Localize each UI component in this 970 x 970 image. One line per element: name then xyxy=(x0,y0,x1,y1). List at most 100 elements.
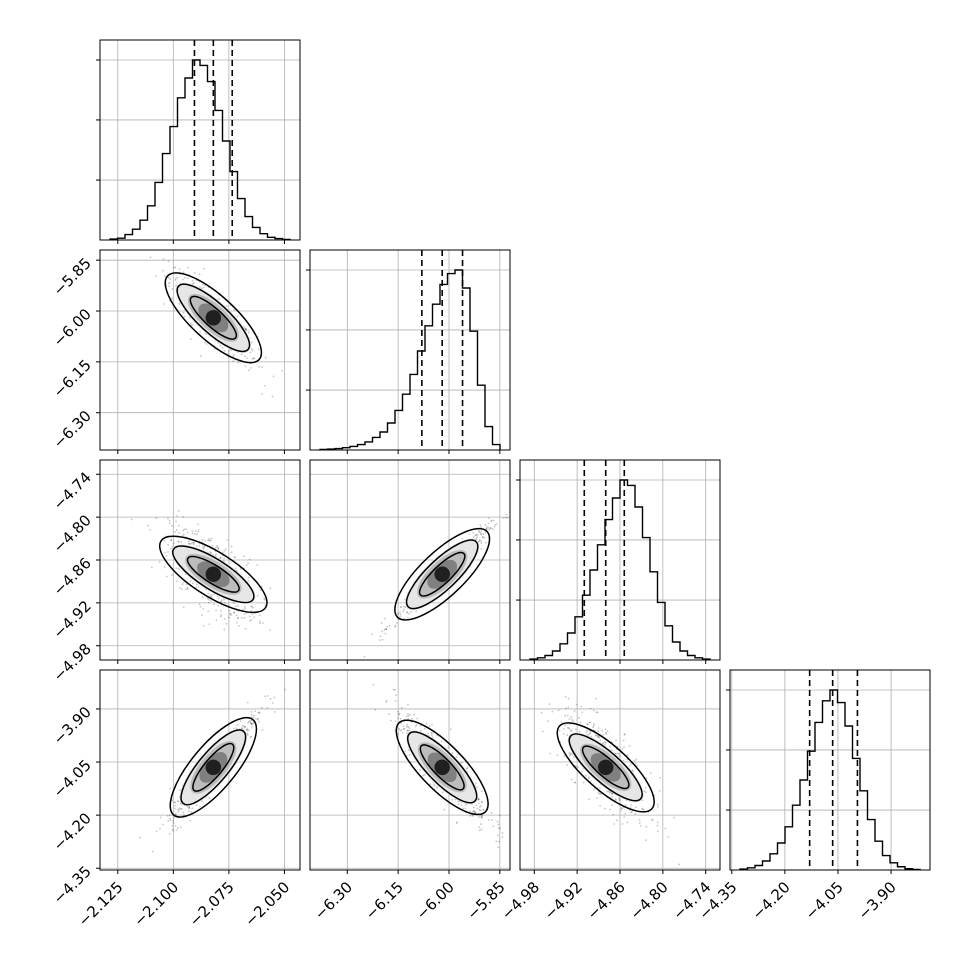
sample-point xyxy=(372,683,375,686)
sample-point xyxy=(175,520,177,523)
density-contour xyxy=(169,716,258,818)
sample-point xyxy=(394,625,396,628)
sample-point xyxy=(250,722,252,725)
sample-point xyxy=(164,551,166,554)
sample-point xyxy=(264,695,267,698)
sample-point xyxy=(506,516,509,519)
sample-point xyxy=(273,711,276,713)
sample-point xyxy=(419,730,422,732)
sample-point xyxy=(189,543,192,546)
sample-point xyxy=(630,811,632,814)
sample-point xyxy=(232,360,234,363)
sample-point xyxy=(241,724,244,727)
sample-point xyxy=(496,820,499,823)
x-tick-label: −5.85 xyxy=(463,878,508,923)
sample-point xyxy=(388,713,391,715)
sample-point xyxy=(217,604,220,607)
sample-point xyxy=(427,732,430,735)
sample-point xyxy=(258,614,261,617)
sample-point xyxy=(496,522,498,525)
sample-point xyxy=(601,742,604,745)
sample-point xyxy=(199,805,201,808)
sample-point xyxy=(174,807,176,810)
sample-point xyxy=(252,606,255,609)
sample-point xyxy=(249,351,252,354)
sample-point xyxy=(408,753,411,756)
sample-point xyxy=(223,350,226,352)
sample-point xyxy=(566,714,569,717)
sample-point xyxy=(392,688,395,691)
sample-point xyxy=(281,369,283,372)
sample-point xyxy=(249,736,252,738)
sample-point xyxy=(678,863,680,866)
sample-point xyxy=(430,732,433,734)
sample-point xyxy=(151,850,154,853)
sample-point xyxy=(230,551,233,554)
sample-point xyxy=(237,624,240,627)
sample-point xyxy=(599,805,601,807)
sample-point xyxy=(155,517,158,520)
sample-point xyxy=(609,745,611,748)
sample-point xyxy=(165,554,168,557)
sample-point xyxy=(188,807,191,810)
sample-point xyxy=(478,530,481,533)
sample-point xyxy=(612,813,615,816)
sample-point xyxy=(271,395,274,398)
sample-point xyxy=(480,533,483,536)
sample-point xyxy=(620,809,623,812)
sample-point xyxy=(163,566,166,568)
sample-point xyxy=(182,811,185,814)
sample-point xyxy=(197,523,199,526)
y-tick-label: −6.15 xyxy=(50,356,95,401)
sample-point xyxy=(263,597,266,600)
sample-point xyxy=(272,375,275,378)
sample-point xyxy=(192,543,195,546)
y-tick-label: −4.92 xyxy=(50,597,95,642)
sample-point xyxy=(487,527,490,529)
sample-point xyxy=(244,365,247,368)
sample-point xyxy=(177,524,180,527)
sample-point xyxy=(169,787,172,790)
sample-point xyxy=(251,605,253,608)
sample-point xyxy=(492,825,495,828)
sample-point xyxy=(481,815,484,818)
sample-point xyxy=(168,522,171,525)
sample-point xyxy=(620,807,623,810)
sample-point xyxy=(566,734,569,737)
sample-point xyxy=(408,727,411,730)
sample-point xyxy=(167,551,169,553)
sample-point xyxy=(240,727,243,729)
sample-point xyxy=(469,815,472,817)
sample-point xyxy=(577,766,580,769)
sample-point xyxy=(429,783,432,786)
sample-point xyxy=(220,615,222,618)
sample-point xyxy=(398,728,401,730)
sample-point xyxy=(485,526,488,528)
sample-point xyxy=(198,273,201,276)
sample-point xyxy=(480,526,482,529)
sample-point xyxy=(225,305,228,307)
sample-point xyxy=(408,729,411,732)
sample-point xyxy=(260,706,263,709)
sample-point xyxy=(168,817,171,820)
sample-point xyxy=(651,818,653,821)
sample-point xyxy=(259,588,262,591)
sample-point xyxy=(175,813,177,816)
sample-point xyxy=(374,708,377,711)
sample-point xyxy=(425,722,428,725)
sample-point xyxy=(208,623,211,626)
sample-point xyxy=(233,308,235,311)
sample-point xyxy=(558,729,561,732)
sample-point xyxy=(479,809,482,812)
y-tick-label: −4.05 xyxy=(50,756,95,801)
sample-point xyxy=(201,800,204,802)
sample-point xyxy=(183,315,186,318)
sample-point xyxy=(246,732,249,735)
sample-point xyxy=(615,748,618,751)
sample-point xyxy=(179,826,182,829)
sample-point xyxy=(406,729,409,732)
sample-point xyxy=(394,624,397,627)
sample-point xyxy=(407,715,410,717)
sample-point xyxy=(248,615,251,618)
sample-point xyxy=(253,357,256,360)
